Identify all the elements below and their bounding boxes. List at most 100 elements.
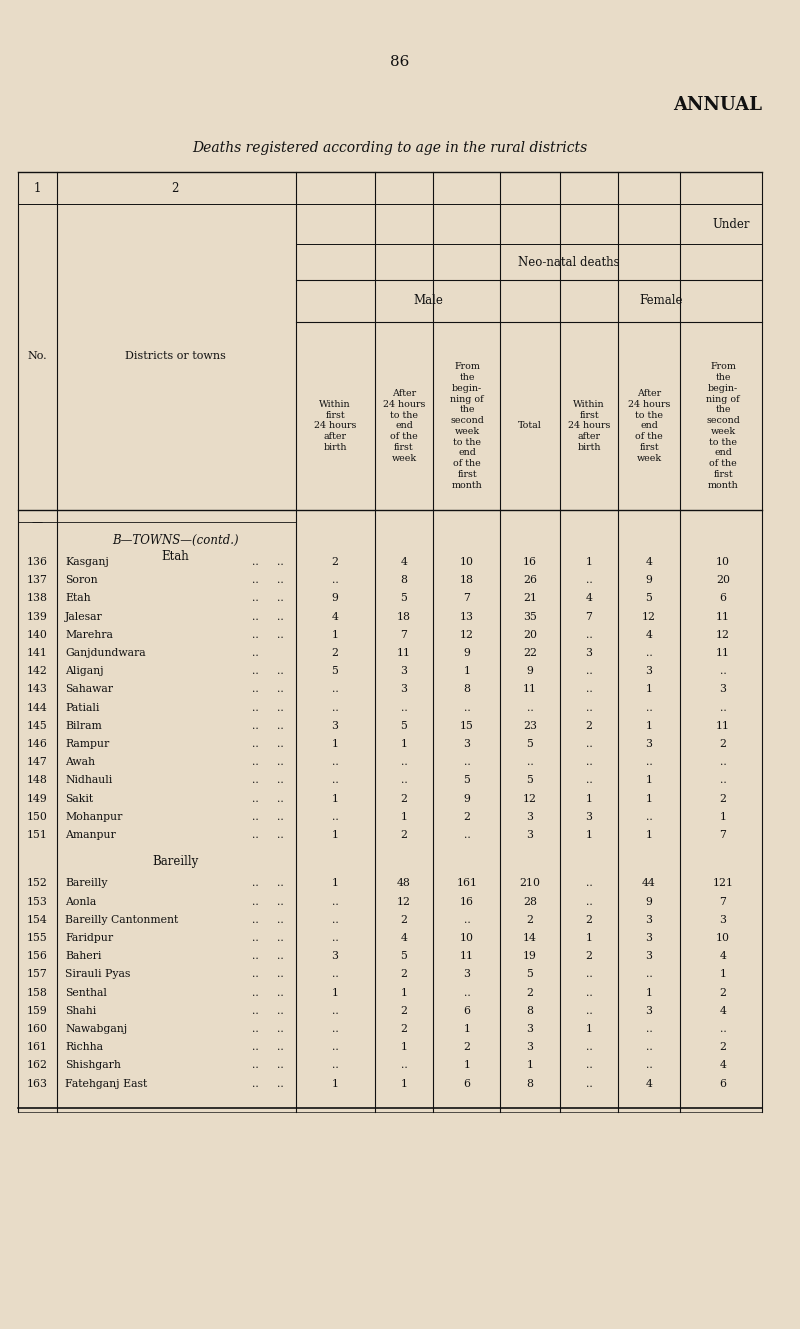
Text: ..: .. xyxy=(646,1025,652,1034)
Text: 12: 12 xyxy=(523,793,537,804)
Text: ..: .. xyxy=(277,611,283,622)
Text: ..: .. xyxy=(277,758,283,767)
Text: ANNUAL: ANNUAL xyxy=(673,96,762,114)
Text: Total: Total xyxy=(518,421,542,431)
Text: Ganjdundwara: Ganjdundwara xyxy=(65,649,146,658)
Text: 2: 2 xyxy=(401,793,407,804)
Text: ..: .. xyxy=(526,758,534,767)
Text: ..: .. xyxy=(332,775,338,785)
Text: Etah: Etah xyxy=(161,549,189,562)
Text: Deaths registered according to age in the rural districts: Deaths registered according to age in th… xyxy=(192,141,588,155)
Text: Within
first
24 hours
after
birth: Within first 24 hours after birth xyxy=(314,400,356,452)
Text: 5: 5 xyxy=(401,720,407,731)
Text: ..: .. xyxy=(252,1025,258,1034)
Text: ..: .. xyxy=(332,812,338,821)
Text: 2: 2 xyxy=(401,1006,407,1015)
Text: 1: 1 xyxy=(719,969,726,979)
Text: B—TOWNS—(contd.): B—TOWNS—(contd.) xyxy=(112,533,238,546)
Text: ..: .. xyxy=(277,630,283,639)
Text: 10: 10 xyxy=(460,557,474,567)
Text: ..: .. xyxy=(252,914,258,925)
Text: 11: 11 xyxy=(716,649,730,658)
Text: 1: 1 xyxy=(331,878,338,888)
Text: 12: 12 xyxy=(397,897,411,906)
Text: 2: 2 xyxy=(331,557,338,567)
Text: ..: .. xyxy=(332,1042,338,1053)
Text: 8: 8 xyxy=(526,1006,534,1015)
Text: ..: .. xyxy=(252,739,258,750)
Text: ..: .. xyxy=(464,831,470,840)
Text: ..: .. xyxy=(277,684,283,694)
Text: ..: .. xyxy=(252,611,258,622)
Text: ..: .. xyxy=(277,557,283,567)
Text: 1: 1 xyxy=(331,793,338,804)
Text: 1: 1 xyxy=(586,793,593,804)
Text: ..: .. xyxy=(277,775,283,785)
Text: ..: .. xyxy=(277,831,283,840)
Text: 3: 3 xyxy=(586,649,593,658)
Text: 1: 1 xyxy=(331,630,338,639)
Text: Under: Under xyxy=(713,218,750,230)
Text: 5: 5 xyxy=(401,594,407,603)
Text: 3: 3 xyxy=(526,812,534,821)
Text: 20: 20 xyxy=(523,630,537,639)
Text: 161: 161 xyxy=(457,878,478,888)
Text: 145: 145 xyxy=(26,720,47,731)
Text: ..: .. xyxy=(252,703,258,712)
Text: 9: 9 xyxy=(463,793,470,804)
Text: ..: .. xyxy=(464,703,470,712)
Text: ..: .. xyxy=(332,914,338,925)
Text: ..: .. xyxy=(332,1006,338,1015)
Text: ..: .. xyxy=(646,969,652,979)
Text: ..: .. xyxy=(277,933,283,944)
Text: 157: 157 xyxy=(26,969,47,979)
Text: 8: 8 xyxy=(401,575,407,585)
Text: Within
first
24 hours
after
birth: Within first 24 hours after birth xyxy=(568,400,610,452)
Text: 1: 1 xyxy=(463,1061,470,1070)
Text: 9: 9 xyxy=(331,594,338,603)
Text: Mohanpur: Mohanpur xyxy=(65,812,122,821)
Text: ..: .. xyxy=(252,666,258,676)
Text: ..: .. xyxy=(586,630,592,639)
Text: 1: 1 xyxy=(331,831,338,840)
Text: 6: 6 xyxy=(719,1079,726,1088)
Text: 146: 146 xyxy=(26,739,47,750)
Text: ..: .. xyxy=(401,703,407,712)
Text: Rampur: Rampur xyxy=(65,739,110,750)
Text: 2: 2 xyxy=(719,739,726,750)
Text: ..: .. xyxy=(586,1042,592,1053)
Text: ..: .. xyxy=(332,684,338,694)
Text: 5: 5 xyxy=(463,775,470,785)
Text: 1: 1 xyxy=(646,775,653,785)
Text: 2: 2 xyxy=(586,914,593,925)
Text: ..: .. xyxy=(277,952,283,961)
Text: 15: 15 xyxy=(460,720,474,731)
Text: 26: 26 xyxy=(523,575,537,585)
Text: 2: 2 xyxy=(526,914,534,925)
Text: ..: .. xyxy=(277,739,283,750)
Text: ..: .. xyxy=(401,775,407,785)
Text: 20: 20 xyxy=(716,575,730,585)
Text: Fatehganj East: Fatehganj East xyxy=(65,1079,147,1088)
Text: ..: .. xyxy=(277,914,283,925)
Text: From
the
begin-
ning of
the
second
week
to the
end
of the
first
month: From the begin- ning of the second week … xyxy=(450,363,484,489)
Text: 23: 23 xyxy=(523,720,537,731)
Text: 1: 1 xyxy=(646,793,653,804)
Text: 2: 2 xyxy=(463,812,470,821)
Text: 10: 10 xyxy=(716,557,730,567)
Text: 1: 1 xyxy=(34,182,41,194)
Text: ..: .. xyxy=(252,649,258,658)
Text: 2: 2 xyxy=(463,1042,470,1053)
Text: ..: .. xyxy=(252,758,258,767)
Text: 48: 48 xyxy=(397,878,411,888)
Text: ..: .. xyxy=(252,575,258,585)
Text: 1: 1 xyxy=(586,831,593,840)
Text: 5: 5 xyxy=(331,666,338,676)
Text: ..: .. xyxy=(277,703,283,712)
Text: ..: .. xyxy=(332,897,338,906)
Text: 1: 1 xyxy=(331,739,338,750)
Text: ..: .. xyxy=(252,594,258,603)
Text: 3: 3 xyxy=(401,684,407,694)
Text: Sakit: Sakit xyxy=(65,793,93,804)
Text: 16: 16 xyxy=(460,897,474,906)
